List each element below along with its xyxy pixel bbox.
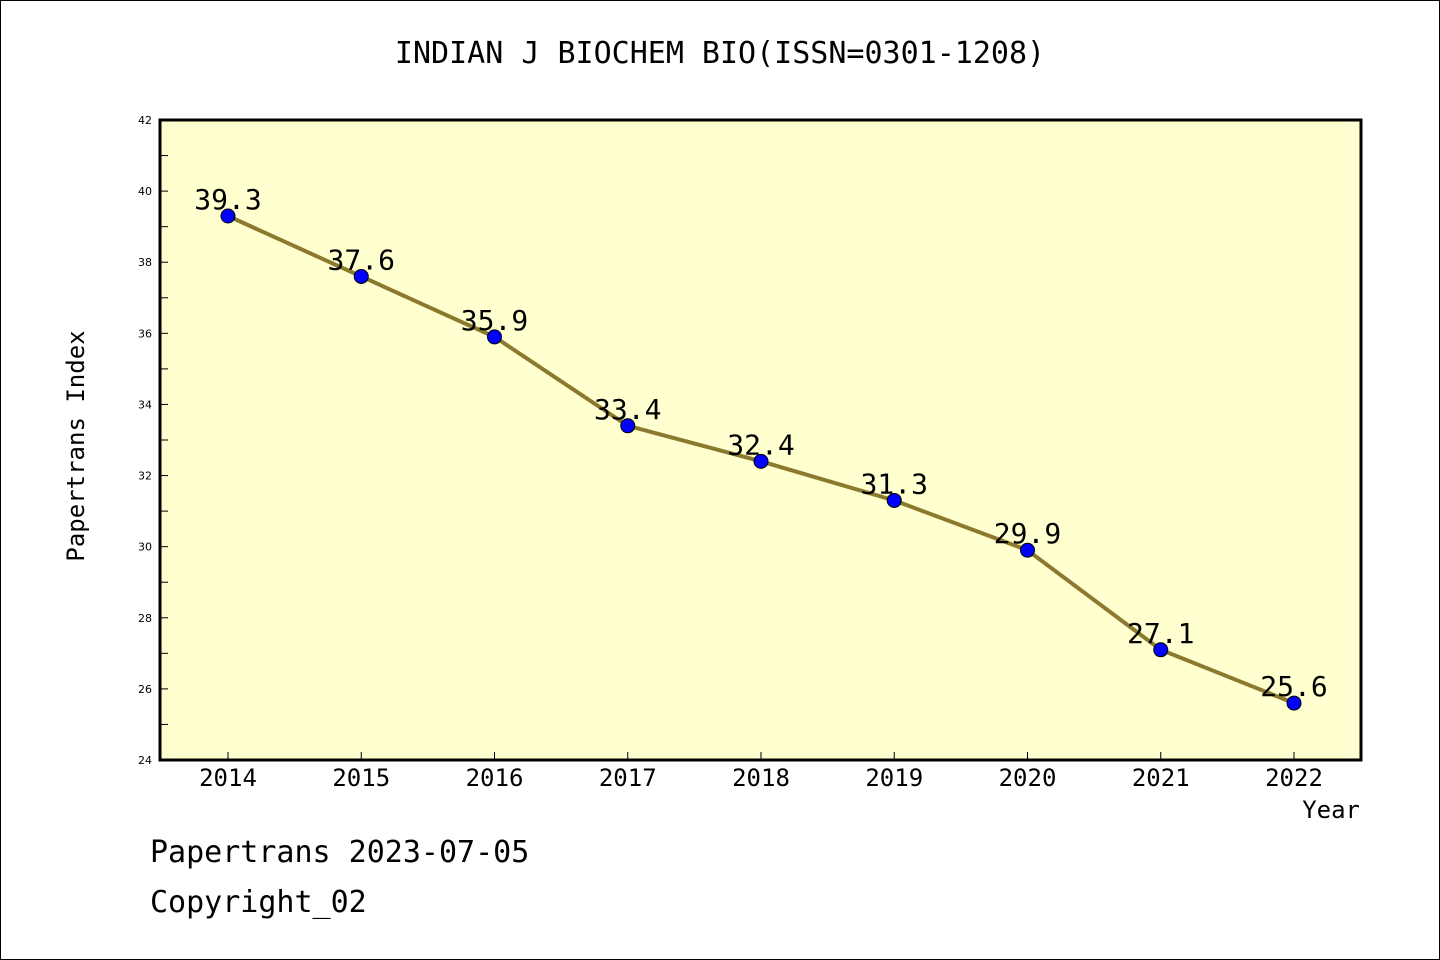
data-point bbox=[487, 329, 502, 345]
data-label: 32.4 bbox=[727, 428, 794, 461]
data-label: 31.3 bbox=[861, 467, 928, 500]
chart-title: INDIAN J BIOCHEM BIO(ISSN=0301-1208) bbox=[394, 36, 1046, 71]
y-tick-label: 32 bbox=[138, 470, 152, 483]
y-tick-label: 38 bbox=[138, 256, 152, 269]
x-tick-label: 2021 bbox=[1132, 764, 1190, 792]
x-axis-title: Year bbox=[1302, 796, 1360, 824]
data-label: 27.1 bbox=[1127, 617, 1194, 650]
x-tick-label: 2019 bbox=[865, 764, 923, 792]
x-tick-label: 2016 bbox=[466, 764, 524, 792]
y-axis: 24 26 28 30 32 34 36 38 40 42 bbox=[138, 114, 168, 767]
data-label: 37.6 bbox=[328, 243, 395, 276]
x-axis: 2014 2015 2016 2017 2018 2019 2020 2021 2022 bbox=[199, 752, 1323, 792]
y-tick-label: 28 bbox=[138, 612, 152, 625]
y-tick-label: 40 bbox=[138, 185, 152, 198]
footer-copyright: Copyright_02 bbox=[150, 885, 367, 920]
data-point bbox=[1020, 542, 1035, 558]
y-tick-label: 24 bbox=[138, 754, 152, 767]
data-point bbox=[353, 268, 369, 284]
data-label: 35.9 bbox=[461, 304, 528, 337]
footer-date: Papertrans 2023-07-05 bbox=[150, 835, 530, 870]
data-point bbox=[753, 453, 769, 469]
data-label: 33.4 bbox=[594, 393, 661, 426]
y-tick-label: 42 bbox=[138, 114, 152, 127]
data-point bbox=[1153, 642, 1169, 658]
x-tick-label: 2018 bbox=[732, 764, 790, 792]
data-labels: 39.3 37.6 35.9 33.4 32.4 31.3 29.9 27.1 25.6 bbox=[194, 183, 1327, 703]
y-tick-label: 26 bbox=[138, 683, 152, 696]
data-point bbox=[1286, 695, 1302, 711]
data-label: 25.6 bbox=[1260, 670, 1327, 703]
data-point bbox=[886, 492, 902, 508]
data-point bbox=[220, 208, 236, 224]
y-tick-label: 30 bbox=[138, 541, 152, 554]
x-tick-label: 2017 bbox=[599, 764, 657, 792]
y-tick-label: 34 bbox=[138, 398, 152, 411]
x-tick-label: 2015 bbox=[332, 764, 390, 792]
data-points bbox=[220, 208, 1302, 711]
y-tick-label: 36 bbox=[138, 327, 152, 340]
data-label: 39.3 bbox=[194, 183, 261, 216]
x-tick-label: 2020 bbox=[999, 764, 1057, 792]
data-point bbox=[620, 418, 636, 434]
data-label: 29.9 bbox=[994, 517, 1061, 550]
x-tick-label: 2014 bbox=[199, 764, 257, 792]
x-tick-label: 2022 bbox=[1265, 764, 1323, 792]
